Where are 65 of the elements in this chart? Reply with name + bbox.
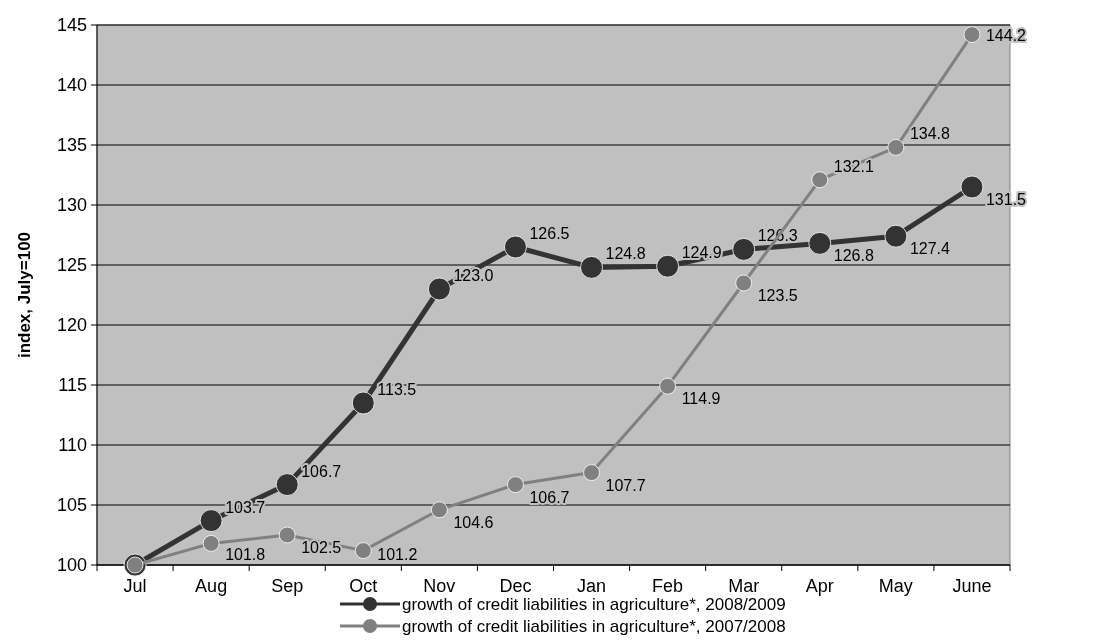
x-tick-label: Sep xyxy=(271,576,304,596)
point xyxy=(430,501,448,519)
data-label: 131.5 xyxy=(985,191,1027,208)
point xyxy=(504,235,527,259)
data-label: 127.4 xyxy=(909,240,951,258)
x-tick-label: Oct xyxy=(349,576,378,596)
y-tick-label: 130 xyxy=(56,195,87,215)
point xyxy=(351,391,375,415)
x-tick-label: May xyxy=(878,576,913,596)
data-label: 102.5 xyxy=(301,539,342,556)
x-tick-label: Jan xyxy=(577,576,607,596)
point xyxy=(732,238,756,261)
x-tick-label: Jul xyxy=(123,576,147,596)
x-tick-label: Mar xyxy=(728,576,760,596)
x-tick-label: Apr xyxy=(805,576,834,596)
point xyxy=(202,535,220,552)
point xyxy=(275,473,299,496)
point xyxy=(199,509,223,532)
data-label: 144.2 xyxy=(985,27,1027,44)
x-tick-label: June xyxy=(952,576,992,596)
point xyxy=(427,277,451,301)
y-tick-label: 140 xyxy=(56,75,87,95)
point xyxy=(656,254,680,278)
point xyxy=(659,377,677,395)
y-tick-label: 125 xyxy=(56,255,87,275)
point xyxy=(507,476,524,493)
point xyxy=(887,139,905,156)
y-tick-label: 135 xyxy=(56,135,87,155)
x-tick-label: Feb xyxy=(652,576,684,596)
data-label: 126.5 xyxy=(529,225,570,242)
y-tick-label: 145 xyxy=(56,15,87,35)
data-label: 113.5 xyxy=(377,381,417,398)
data-label: 101.8 xyxy=(225,546,266,563)
legend-label: growth of credit liabilities in agriculture*, 2007/2008 xyxy=(402,617,786,636)
point xyxy=(884,224,908,248)
point xyxy=(735,274,753,292)
data-label: 132.1 xyxy=(833,157,874,175)
y-tick-label: 120 xyxy=(56,315,87,335)
data-label: 126.8 xyxy=(833,247,874,265)
legend-label: growth of credit liabilities in agriculture*, 2008/2009 xyxy=(402,595,786,614)
data-label: 104.6 xyxy=(453,513,494,531)
y-axis-title: index, July=100 xyxy=(15,231,34,359)
y-tick-label: 100 xyxy=(56,555,87,575)
point xyxy=(960,175,984,199)
data-label: 106.7 xyxy=(529,488,570,506)
data-label: 124.8 xyxy=(605,245,646,263)
point xyxy=(963,26,981,43)
point xyxy=(580,255,603,279)
x-tick-label: Nov xyxy=(423,576,456,596)
data-label: 114.9 xyxy=(681,390,721,408)
x-tick-label: Aug xyxy=(195,576,228,596)
point xyxy=(583,464,600,481)
x-tick-label: Dec xyxy=(499,576,532,596)
data-label: 101.2 xyxy=(377,546,418,563)
point xyxy=(278,526,296,544)
data-label: 134.8 xyxy=(909,125,951,143)
data-label: 107.7 xyxy=(605,476,646,494)
y-tick-label: 105 xyxy=(56,495,87,515)
point xyxy=(811,171,829,189)
data-label: 106.7 xyxy=(301,462,342,480)
point xyxy=(808,232,832,255)
y-tick-label: 110 xyxy=(58,435,87,455)
data-label: 123.5 xyxy=(757,287,798,304)
y-tick-label: 115 xyxy=(58,375,87,395)
point xyxy=(354,542,372,559)
